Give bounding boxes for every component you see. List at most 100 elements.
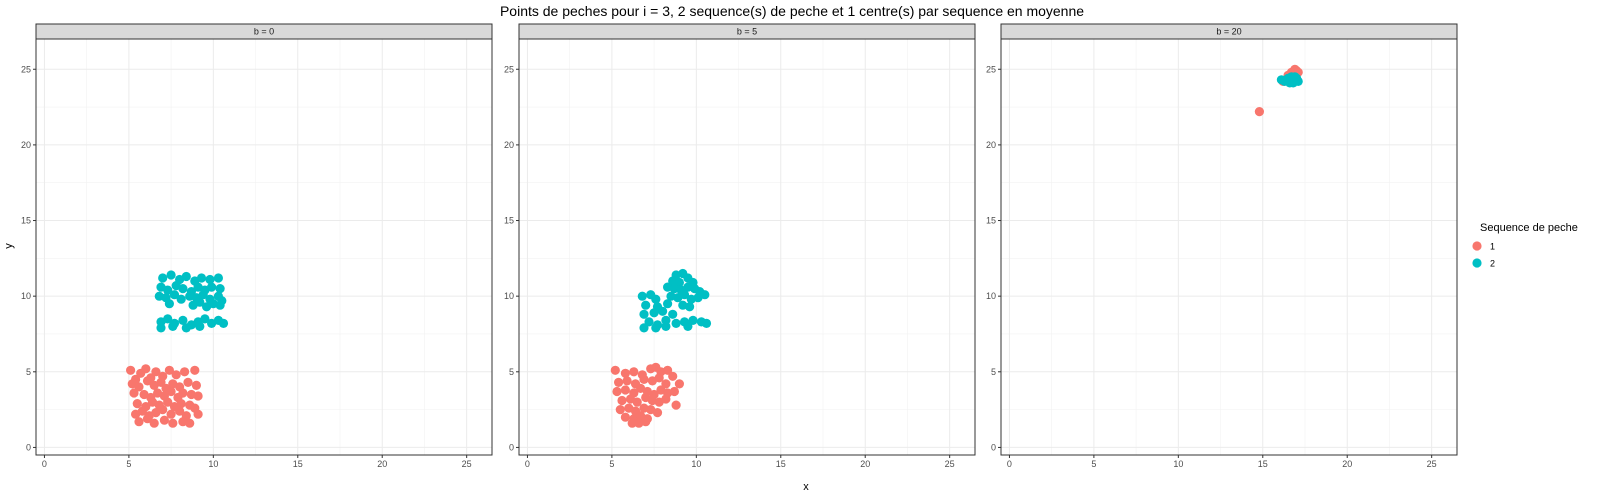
- x-tick-label: 25: [462, 459, 472, 469]
- data-point: [661, 379, 671, 389]
- legend-label: 2: [1490, 259, 1495, 269]
- data-point: [158, 405, 168, 415]
- panel-background: [36, 39, 492, 455]
- x-axis-title: x: [803, 481, 809, 493]
- data-point: [620, 412, 631, 422]
- y-tick-label: 0: [26, 442, 31, 452]
- facet-strip-label: b = 0: [254, 27, 274, 37]
- y-tick-label: 0: [991, 442, 996, 452]
- data-point: [632, 397, 642, 407]
- data-point: [168, 418, 178, 428]
- data-point: [168, 321, 178, 331]
- y-tick-label: 25: [21, 64, 31, 74]
- data-point: [215, 284, 225, 294]
- x-tick-label: 5: [126, 459, 131, 469]
- x-tick-label: 20: [377, 459, 387, 469]
- x-tick-label: 25: [1427, 459, 1437, 469]
- y-tick-label: 0: [509, 442, 514, 452]
- data-point: [627, 418, 637, 428]
- data-point: [674, 379, 685, 389]
- data-point: [679, 290, 690, 300]
- data-point: [641, 417, 651, 427]
- data-point: [674, 277, 685, 288]
- data-point: [190, 365, 200, 375]
- chart-title: Points de peches pour i = 3, 2 sequence(…: [500, 3, 1084, 19]
- data-point: [671, 318, 681, 328]
- data-point: [215, 300, 225, 310]
- data-point: [141, 364, 151, 374]
- data-point: [137, 406, 147, 416]
- data-point: [198, 290, 208, 300]
- x-tick-label: 15: [776, 459, 786, 469]
- data-point: [637, 291, 647, 301]
- data-point: [175, 406, 185, 416]
- data-point: [181, 323, 191, 333]
- y-tick-label: 20: [504, 140, 514, 150]
- data-point: [663, 299, 673, 309]
- data-point: [651, 323, 661, 333]
- data-point: [132, 399, 142, 409]
- data-point: [649, 308, 659, 318]
- y-tick-label: 15: [21, 216, 31, 226]
- facet-panels: b = 0 0 5 10 15 20 25 0 5 10 15 20 25 b = 5 0 5 10 15 20 25…: [21, 23, 1458, 469]
- data-point: [1286, 72, 1297, 82]
- panel-border: [35, 38, 493, 456]
- data-point: [652, 408, 663, 418]
- y-tick-label: 20: [21, 140, 31, 150]
- data-point: [193, 409, 203, 419]
- data-point: [685, 302, 695, 312]
- panel-border: [1000, 38, 1458, 456]
- data-point: [612, 386, 622, 397]
- y-tick-label: 25: [986, 64, 996, 74]
- data-point: [213, 273, 223, 283]
- y-tick-label: 10: [21, 291, 31, 301]
- x-tick-label: 5: [609, 459, 614, 469]
- data-point: [178, 388, 188, 398]
- legend-key: [1472, 258, 1482, 268]
- x-tick-label: 10: [1173, 459, 1183, 469]
- data-point: [218, 318, 229, 328]
- data-point: [171, 370, 181, 380]
- y-tick-label: 5: [509, 367, 514, 377]
- data-point: [180, 367, 190, 377]
- data-point: [183, 377, 193, 387]
- data-point: [688, 315, 698, 325]
- data-point: [196, 273, 207, 283]
- y-tick-label: 25: [504, 64, 514, 74]
- data-point: [661, 394, 671, 404]
- data-point: [181, 271, 191, 282]
- data-point: [176, 294, 186, 304]
- data-point: [651, 294, 661, 304]
- data-point: [658, 306, 668, 316]
- data-point: [622, 376, 632, 386]
- data-point: [663, 365, 673, 375]
- x-tick-label: 15: [293, 459, 303, 469]
- data-point: [166, 409, 176, 419]
- data-point: [134, 417, 144, 427]
- data-point: [639, 309, 649, 319]
- data-point: [151, 367, 161, 377]
- panel-background: [519, 39, 975, 455]
- series-2: [154, 270, 229, 333]
- data-point: [163, 285, 173, 295]
- series-2: [1276, 72, 1303, 88]
- y-tick-label: 5: [26, 367, 31, 377]
- data-point: [639, 374, 649, 384]
- data-point: [164, 365, 174, 375]
- data-point: [142, 414, 153, 424]
- facet-panel: b = 0 0 5 10 15 20 25 0 5 10 15 20 25: [21, 23, 493, 469]
- data-point: [200, 314, 210, 324]
- data-point: [639, 323, 649, 333]
- data-point: [169, 290, 180, 300]
- data-point: [629, 367, 639, 377]
- facet-strip-label: b = 5: [737, 27, 757, 37]
- data-point: [620, 368, 631, 378]
- data-point: [683, 321, 693, 331]
- series-2: [637, 268, 712, 333]
- data-point: [166, 386, 176, 397]
- legend-label: 1: [1490, 242, 1495, 252]
- data-point: [166, 270, 176, 280]
- panel-background: [1001, 39, 1457, 455]
- legend: Sequence de peche 1 2: [1472, 222, 1578, 269]
- series-1: [610, 362, 685, 428]
